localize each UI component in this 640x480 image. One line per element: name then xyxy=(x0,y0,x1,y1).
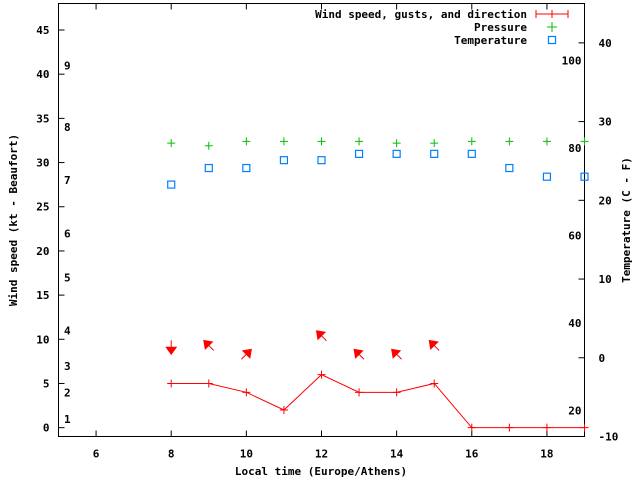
x-tick-label: 8 xyxy=(168,448,175,461)
legend-sample-pressure xyxy=(547,22,557,32)
pressure-point xyxy=(279,137,288,146)
wind-speed-point xyxy=(167,379,176,388)
x-tick-label: 10 xyxy=(240,448,253,461)
y2-tick-label: 0 xyxy=(599,352,606,365)
y-tick-label: 35 xyxy=(36,112,49,125)
temperature-point xyxy=(467,149,476,158)
y-tick-label: 15 xyxy=(36,289,49,302)
y2-tick-label: 10 xyxy=(599,273,612,286)
y-tick-label: 0 xyxy=(43,422,50,435)
wind-speed-line xyxy=(171,374,585,429)
beaufort-label: 3 xyxy=(64,360,71,373)
x-tick-label: 12 xyxy=(315,448,328,461)
legend-label-temperature: Temperature xyxy=(454,34,527,47)
legend-sample-wind xyxy=(535,10,569,18)
x-tick-label: 6 xyxy=(93,448,100,461)
wind-speed-point xyxy=(355,388,364,397)
fahrenheit-label: 60 xyxy=(568,229,581,242)
x-axis-label: Local time (Europe/Athens) xyxy=(235,465,407,478)
wind-direction-arrow xyxy=(428,339,440,351)
temperature-point xyxy=(242,163,251,173)
y-axis-label: Wind speed (kt - Beaufort) xyxy=(7,134,20,306)
wind-direction-arrow xyxy=(203,339,215,351)
wind-direction-arrow xyxy=(165,340,178,356)
legend-label-wind: Wind speed, gusts, and direction xyxy=(315,8,527,21)
wind-speed-point xyxy=(430,379,439,388)
x-tick-label: 18 xyxy=(540,448,553,461)
wind-speed-point xyxy=(467,423,476,432)
pressure-point xyxy=(355,137,364,146)
y2-tick-label: 40 xyxy=(599,37,612,50)
y-tick-label: 30 xyxy=(36,157,49,170)
pressure-point xyxy=(430,139,439,148)
temperature-point xyxy=(279,156,289,165)
legend: Wind speed, gusts, and direction Pressur… xyxy=(315,8,569,47)
beaufort-label: 9 xyxy=(64,59,71,72)
y2-tick-label: 20 xyxy=(599,194,612,207)
wind-speed-point xyxy=(505,423,514,432)
y-tick-label: 45 xyxy=(36,24,49,37)
fahrenheit-label: 100 xyxy=(562,54,582,67)
x-tick-label: 16 xyxy=(465,448,479,461)
wind-speed-point xyxy=(580,423,589,432)
legend-sample-temperature xyxy=(547,35,557,45)
pressure-point xyxy=(392,139,401,148)
pressure-point xyxy=(505,137,514,146)
wind-direction-arrow xyxy=(241,348,252,360)
temperature-point xyxy=(505,163,514,173)
temperature-point xyxy=(580,172,589,181)
temperature-point xyxy=(392,149,401,158)
fahrenheit-label: 20 xyxy=(568,404,581,417)
y2-tick-label: -10 xyxy=(599,431,619,444)
y2-axis-label: Temperature (C - F) xyxy=(620,157,633,283)
beaufort-label: 4 xyxy=(64,324,71,337)
pressure-point xyxy=(542,137,551,146)
pressure-point xyxy=(317,137,326,146)
pressure-point xyxy=(467,137,476,146)
beaufort-label: 6 xyxy=(64,227,71,240)
temperature-point xyxy=(354,149,364,158)
temperature-point xyxy=(167,180,176,189)
pressure-point xyxy=(242,137,251,146)
beaufort-label: 5 xyxy=(64,271,71,284)
y-tick-label: 20 xyxy=(36,245,49,258)
temperature-point xyxy=(317,156,326,165)
wind-speed-point xyxy=(204,379,213,388)
beaufort-label: 1 xyxy=(64,413,71,426)
y-tick-label: 25 xyxy=(36,201,49,214)
wind-speed-point xyxy=(392,388,401,397)
wind-direction-arrow xyxy=(391,348,402,360)
wind-direction-arrow xyxy=(353,348,365,360)
wind-direction-arrow xyxy=(315,330,327,342)
y-tick-label: 40 xyxy=(36,68,49,81)
pressure-point xyxy=(167,139,176,148)
pressure-point xyxy=(204,141,213,150)
legend-label-pressure: Pressure xyxy=(474,21,527,34)
temperature-point xyxy=(430,149,439,158)
temperature-point xyxy=(542,172,552,181)
beaufort-label: 2 xyxy=(64,386,71,399)
y-tick-label: 10 xyxy=(36,333,49,346)
fahrenheit-label: 40 xyxy=(568,317,581,330)
beaufort-label: 7 xyxy=(64,174,71,187)
wind-speed-point xyxy=(542,423,551,432)
y2-tick-label: 30 xyxy=(599,116,612,129)
y-tick-label: 5 xyxy=(43,377,50,390)
beaufort-label: 8 xyxy=(64,121,71,134)
wind-speed-point xyxy=(279,405,288,414)
wind-speed-point xyxy=(242,388,251,397)
x-tick-label: 14 xyxy=(390,448,404,461)
pressure-point xyxy=(580,137,589,146)
fahrenheit-label: 80 xyxy=(568,142,581,155)
wind-speed-point xyxy=(317,370,326,379)
temperature-point xyxy=(204,163,213,173)
